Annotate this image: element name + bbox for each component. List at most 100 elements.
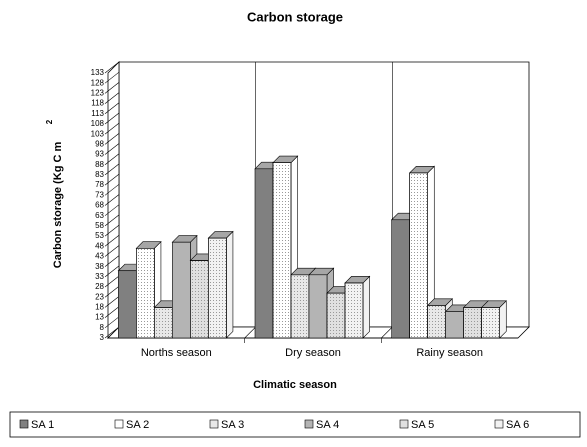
grid-line	[104, 102, 120, 115]
legend-swatch	[494, 419, 504, 429]
grid-line	[104, 92, 120, 104]
grid-line	[104, 204, 120, 216]
y-tick-label: 38	[95, 262, 104, 271]
category-divider	[244, 326, 256, 339]
y-tick-label: 78	[95, 180, 104, 189]
bar-side	[226, 230, 234, 339]
bar-pattern	[481, 307, 500, 339]
grid-line	[104, 326, 120, 339]
legend-swatch	[304, 419, 314, 429]
chart-title: Carbon storage	[247, 9, 343, 24]
grid-line	[104, 285, 120, 298]
bar-front	[118, 270, 137, 339]
bar-pattern	[344, 282, 364, 339]
x-tick-label: Dry season	[285, 347, 341, 359]
grid-line	[104, 153, 120, 165]
y-tick-label: 23	[95, 292, 104, 301]
y-tick-label: 118	[91, 99, 104, 108]
grid-line	[104, 275, 120, 288]
grid-line	[104, 255, 120, 267]
y-axis-label: Carbon storage (Kg C m	[52, 142, 64, 269]
y-tick-label: 108	[91, 119, 105, 128]
legend-label: SA 3	[221, 419, 244, 431]
bar-front	[391, 219, 410, 339]
y-tick-label: 98	[95, 139, 104, 148]
grid-line	[104, 214, 120, 227]
bar-pattern	[272, 162, 292, 339]
y-tick-label: 28	[95, 282, 104, 291]
legend	[9, 411, 581, 438]
y-tick-label: 123	[91, 88, 105, 97]
y-tick-label: 103	[91, 129, 105, 138]
bar-front	[254, 168, 274, 339]
grid-line	[104, 316, 120, 329]
bar-pattern	[136, 248, 155, 339]
y-tick-label: 68	[95, 201, 104, 210]
grid-line	[104, 163, 120, 176]
bar	[272, 155, 299, 339]
grid-line	[104, 112, 120, 125]
y-tick-label: 58	[95, 221, 104, 230]
grid-line	[104, 296, 120, 308]
legend-label: SA 2	[126, 419, 149, 431]
legend-label: SA 4	[316, 419, 339, 431]
bar	[408, 165, 435, 339]
y-tick-label: 13	[95, 313, 104, 322]
grid-line	[104, 143, 120, 155]
y-tick-label: 63	[95, 211, 104, 220]
x-tick-label: Rainy season	[416, 347, 483, 359]
y-tick-label: 3	[100, 333, 105, 342]
grid-line	[104, 173, 120, 186]
side-wall	[107, 61, 120, 339]
bar-side	[362, 275, 370, 339]
grid-line	[104, 122, 120, 135]
y-tick-label: 93	[95, 150, 104, 159]
category-divider	[381, 326, 393, 339]
bar-front	[172, 241, 191, 339]
y-axis-label-sup: 2	[45, 119, 54, 124]
bar	[480, 300, 507, 339]
y-tick-label: 83	[95, 170, 104, 179]
bar-pattern	[409, 172, 428, 339]
bar-pattern	[290, 274, 310, 339]
legend-label: SA 6	[506, 419, 529, 431]
grid-line	[104, 306, 120, 318]
bar-pattern	[154, 307, 173, 339]
bar-front	[445, 311, 464, 339]
grid-line	[104, 265, 120, 278]
y-tick-label: 113	[91, 109, 104, 118]
legend-swatch	[209, 419, 219, 429]
bar-pattern	[208, 237, 227, 339]
x-axis-label: Climatic season	[253, 379, 337, 391]
y-tick-label: 88	[95, 160, 104, 169]
bar-pattern	[427, 305, 446, 339]
y-tick-label: 33	[95, 272, 104, 281]
legend-swatch	[114, 419, 124, 429]
grid-line	[104, 71, 120, 84]
bar	[207, 230, 234, 339]
y-tick-label: 48	[95, 241, 104, 250]
y-tick-label: 53	[95, 231, 104, 240]
grid-line	[104, 224, 120, 237]
y-tick-label: 18	[95, 303, 104, 312]
legend-label: SA 5	[411, 419, 434, 431]
bar	[344, 275, 371, 339]
grid-line	[104, 245, 120, 257]
grid-line	[104, 133, 120, 145]
x-tick-label: Norths season	[141, 347, 212, 359]
grid-line	[104, 235, 120, 247]
y-tick-label: 73	[95, 190, 104, 199]
y-tick-label: 128	[91, 78, 105, 87]
grid-line	[104, 184, 120, 196]
bar-front	[308, 274, 328, 339]
bar	[135, 240, 162, 339]
bar-pattern	[190, 260, 209, 339]
grid-line	[104, 194, 120, 206]
legend-label: SA 1	[31, 419, 54, 431]
y-tick-label: 8	[100, 323, 105, 332]
legend-swatch	[19, 419, 29, 429]
grid-line	[104, 82, 120, 94]
grid-line	[104, 61, 120, 74]
bar-pattern	[326, 292, 346, 339]
